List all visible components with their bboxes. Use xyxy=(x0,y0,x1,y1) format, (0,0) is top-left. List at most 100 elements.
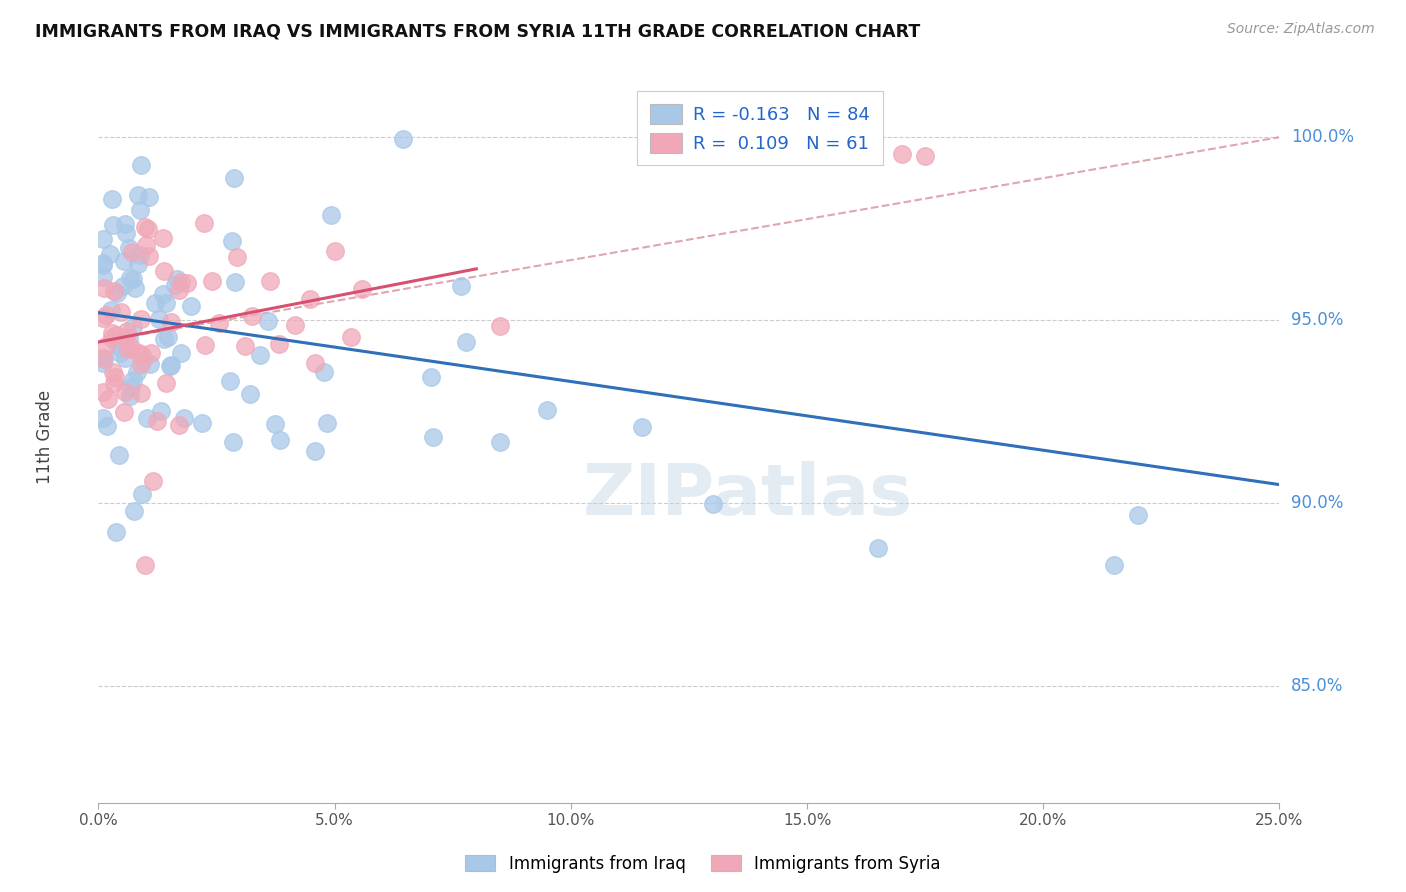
Point xyxy=(224,171,246,186)
Point xyxy=(222,435,245,450)
Point xyxy=(166,271,188,285)
Text: ZIPatlas: ZIPatlas xyxy=(583,461,912,530)
Point xyxy=(160,358,183,372)
Point xyxy=(193,216,215,230)
Point xyxy=(422,430,444,444)
Point xyxy=(160,315,183,329)
Point xyxy=(129,202,152,217)
Point xyxy=(208,316,231,330)
Point xyxy=(134,219,156,234)
Point xyxy=(259,274,281,288)
Point xyxy=(128,346,150,360)
Point xyxy=(170,346,193,360)
Text: 90.0%: 90.0% xyxy=(1291,494,1344,512)
Point xyxy=(319,208,342,222)
Point xyxy=(91,232,114,246)
Point xyxy=(167,283,190,297)
Point xyxy=(122,373,145,387)
Text: 11th Grade: 11th Grade xyxy=(37,390,55,484)
Point xyxy=(890,147,912,161)
Point xyxy=(315,416,337,430)
Point xyxy=(115,324,138,338)
Point xyxy=(132,353,155,368)
Point xyxy=(115,330,138,344)
Point xyxy=(91,258,114,272)
Point xyxy=(121,245,143,260)
Point xyxy=(114,351,136,366)
Point xyxy=(127,257,149,271)
Point xyxy=(150,404,173,418)
Point xyxy=(107,339,129,353)
Point xyxy=(489,434,512,449)
Point xyxy=(249,348,271,362)
Point xyxy=(121,272,143,286)
Point xyxy=(129,358,152,372)
Point xyxy=(101,192,124,206)
Point xyxy=(103,284,125,298)
Point xyxy=(127,188,149,202)
Point xyxy=(105,286,128,301)
Point xyxy=(129,248,152,262)
Point xyxy=(129,312,152,326)
Point xyxy=(1126,508,1149,522)
Legend: Immigrants from Iraq, Immigrants from Syria: Immigrants from Iraq, Immigrants from Sy… xyxy=(458,848,948,880)
Point xyxy=(139,358,162,372)
Point xyxy=(257,314,280,328)
Text: IMMIGRANTS FROM IRAQ VS IMMIGRANTS FROM SYRIA 11TH GRADE CORRELATION CHART: IMMIGRANTS FROM IRAQ VS IMMIGRANTS FROM … xyxy=(35,22,921,40)
Point xyxy=(284,318,307,332)
Point xyxy=(219,374,242,388)
Point xyxy=(914,149,936,163)
Point xyxy=(93,352,115,367)
Point xyxy=(131,486,153,500)
Point xyxy=(180,299,202,313)
Point xyxy=(225,250,247,264)
Point xyxy=(702,497,724,511)
Point xyxy=(201,274,224,288)
Point xyxy=(96,418,118,433)
Point xyxy=(91,256,114,270)
Point xyxy=(339,329,361,343)
Text: Source: ZipAtlas.com: Source: ZipAtlas.com xyxy=(1227,22,1375,37)
Point xyxy=(142,474,165,488)
Point xyxy=(120,340,142,354)
Point xyxy=(114,226,136,240)
Point xyxy=(121,320,143,334)
Point xyxy=(122,503,145,517)
Point xyxy=(105,525,128,540)
Point xyxy=(263,417,285,431)
Point xyxy=(117,342,139,356)
Point xyxy=(240,309,263,323)
Point xyxy=(91,356,114,370)
Point xyxy=(129,385,152,400)
Point xyxy=(129,158,152,172)
Point xyxy=(155,296,177,310)
Point xyxy=(190,416,212,430)
Point xyxy=(239,387,262,401)
Point xyxy=(450,278,472,293)
Point xyxy=(456,335,478,350)
Point xyxy=(98,246,121,260)
Point xyxy=(176,276,198,290)
Point xyxy=(112,405,135,419)
Point xyxy=(866,541,889,555)
Point xyxy=(148,311,170,326)
Point xyxy=(304,356,326,370)
Point xyxy=(131,348,153,362)
Point xyxy=(134,558,156,572)
Point xyxy=(108,448,131,462)
Point xyxy=(110,305,132,319)
Point xyxy=(224,275,246,289)
Point xyxy=(314,364,336,378)
Point xyxy=(170,275,193,289)
Point xyxy=(97,392,120,407)
Point xyxy=(135,238,157,252)
Point xyxy=(103,370,125,384)
Point xyxy=(221,234,243,248)
Point xyxy=(124,280,146,294)
Point xyxy=(136,222,159,236)
Point xyxy=(101,365,124,379)
Point xyxy=(103,376,125,390)
Point xyxy=(352,282,374,296)
Point xyxy=(152,332,174,346)
Point xyxy=(489,319,512,334)
